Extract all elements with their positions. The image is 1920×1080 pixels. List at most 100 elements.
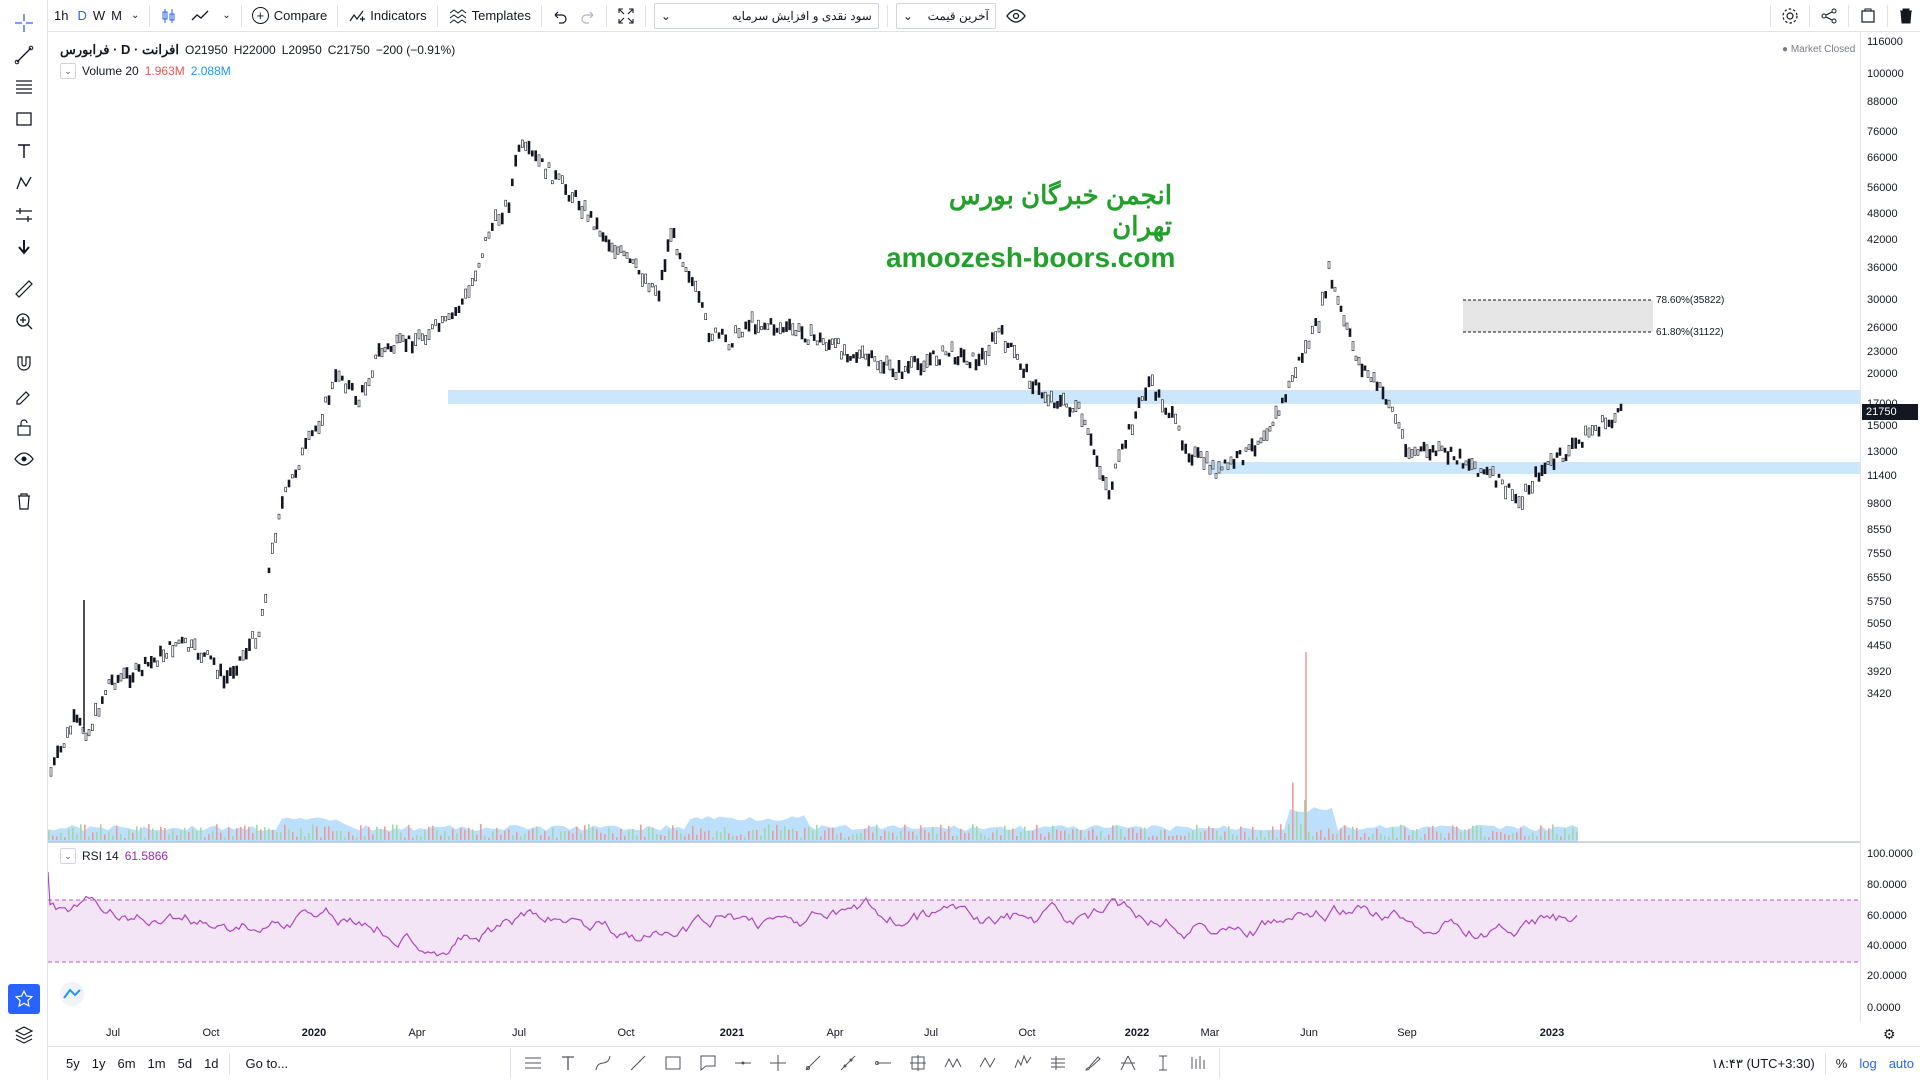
goto-button[interactable]: Go to... bbox=[245, 1056, 289, 1071]
curve-icon[interactable] bbox=[585, 1048, 620, 1078]
candle bbox=[248, 638, 251, 652]
abcd-pattern-icon[interactable] bbox=[970, 1048, 1005, 1078]
elliott-wave-icon[interactable] bbox=[1005, 1048, 1040, 1078]
interval-d[interactable]: D bbox=[77, 8, 87, 23]
pattern-icon[interactable] bbox=[8, 168, 40, 198]
position-icon[interactable] bbox=[1040, 1048, 1075, 1078]
range-5d[interactable]: 5d bbox=[177, 1056, 193, 1071]
crosshair-icon[interactable] bbox=[8, 8, 40, 38]
interval-m[interactable]: M bbox=[111, 8, 122, 23]
collapse-chevron-icon[interactable]: ⌄ bbox=[60, 848, 76, 864]
candle bbox=[190, 639, 193, 649]
interval-chevron-down-icon[interactable]: ⌄ bbox=[130, 10, 140, 21]
volume-bar bbox=[520, 836, 522, 840]
range-5y[interactable]: 5y bbox=[66, 1056, 80, 1071]
line-icon[interactable] bbox=[620, 1048, 655, 1078]
prediction-icon[interactable] bbox=[8, 200, 40, 230]
collapse-chevron-icon[interactable]: ⌄ bbox=[60, 63, 76, 79]
arrow-down-icon[interactable] bbox=[8, 232, 40, 262]
candle bbox=[968, 362, 972, 369]
share-icon[interactable] bbox=[1814, 0, 1844, 32]
volume-bar bbox=[1300, 824, 1302, 840]
ruler-icon[interactable] bbox=[8, 274, 40, 304]
candle bbox=[1253, 445, 1257, 457]
layers-icon[interactable] bbox=[8, 1020, 40, 1050]
interval-w[interactable]: W bbox=[92, 8, 106, 23]
percent-toggle[interactable]: % bbox=[1835, 1056, 1848, 1071]
zoom-in-icon[interactable] bbox=[8, 306, 40, 336]
interval-1h[interactable]: 1h bbox=[54, 8, 69, 23]
dividend-adjust-dropdown[interactable]: سود نقدی و افزایش سرمایه ⌄ bbox=[653, 2, 879, 29]
range-1y[interactable]: 1y bbox=[91, 1056, 106, 1071]
redo-icon[interactable] bbox=[574, 0, 602, 32]
range-1d[interactable]: 1d bbox=[204, 1056, 219, 1071]
horizontal-line-icon[interactable] bbox=[725, 1048, 760, 1078]
extended-line-icon[interactable] bbox=[830, 1048, 865, 1078]
trash-icon[interactable] bbox=[8, 486, 40, 516]
candle bbox=[1121, 443, 1124, 450]
range-1m[interactable]: 1m bbox=[147, 1056, 166, 1071]
delete-trash-icon[interactable] bbox=[1892, 0, 1920, 32]
candle bbox=[849, 355, 852, 361]
log-toggle[interactable]: log bbox=[1859, 1056, 1877, 1071]
rectangle-icon[interactable] bbox=[8, 104, 40, 134]
trend-line-icon[interactable] bbox=[8, 40, 40, 70]
bars-pattern-icon[interactable] bbox=[1180, 1048, 1215, 1078]
candle bbox=[267, 567, 271, 574]
snapshot-icon[interactable] bbox=[1853, 0, 1883, 32]
brush-icon[interactable] bbox=[1075, 1048, 1110, 1078]
volume-bar bbox=[1204, 830, 1206, 840]
fib-lines-icon[interactable] bbox=[515, 1048, 550, 1078]
volume-bar bbox=[1384, 835, 1386, 840]
candle bbox=[1564, 454, 1568, 462]
fib-retracement-icon[interactable] bbox=[8, 72, 40, 102]
text-icon[interactable] bbox=[550, 1048, 585, 1078]
visibility-eye-icon[interactable] bbox=[1000, 0, 1032, 32]
pitchfork-icon[interactable] bbox=[1110, 1048, 1145, 1078]
price-axis[interactable]: 116000 100000 88000 76000 66000 56000 48000 420… bbox=[1860, 32, 1920, 1042]
symbol-name[interactable]: افرانت · D · فرابورس bbox=[60, 42, 179, 57]
price-source-dropdown[interactable]: آخرین قیمت ⌄ bbox=[895, 2, 996, 29]
candle bbox=[1046, 394, 1050, 407]
text-icon[interactable] bbox=[8, 136, 40, 166]
chart-pane[interactable]: 78.60%(35822) 61.80%(31122) bbox=[47, 32, 1860, 1022]
ray-icon[interactable] bbox=[795, 1048, 830, 1078]
compare-button[interactable]: + Compare bbox=[246, 0, 333, 32]
auto-toggle[interactable]: auto bbox=[1888, 1056, 1914, 1071]
indicators-button[interactable]: Indicators bbox=[342, 0, 432, 32]
measure-icon[interactable] bbox=[1145, 1048, 1180, 1078]
axis-settings-gear-icon[interactable]: ⚙ bbox=[1883, 1026, 1896, 1042]
candle bbox=[1555, 452, 1559, 458]
time-axis[interactable]: Jul Oct 2020 Apr Jul Oct 2021 Apr Jul Oct 2022 Mar J… bbox=[48, 1022, 1860, 1046]
xabcd-pattern-icon[interactable] bbox=[935, 1048, 970, 1078]
candles-icon[interactable] bbox=[154, 0, 184, 32]
fullscreen-icon[interactable] bbox=[611, 0, 641, 32]
eye-icon[interactable] bbox=[8, 444, 40, 474]
volume-bar bbox=[1428, 827, 1430, 840]
horizontal-ray-icon[interactable] bbox=[865, 1048, 900, 1078]
volume-bar bbox=[160, 826, 162, 840]
volume-bar bbox=[1260, 831, 1262, 840]
cross-line-icon[interactable] bbox=[760, 1048, 795, 1078]
candle bbox=[1485, 466, 1489, 475]
favorites-star-icon[interactable] bbox=[7, 984, 40, 1014]
volume-bar bbox=[476, 834, 478, 840]
templates-button[interactable]: Templates bbox=[442, 0, 537, 32]
range-6m[interactable]: 6m bbox=[117, 1056, 136, 1071]
lock-drawing-icon[interactable] bbox=[8, 380, 40, 410]
candle bbox=[586, 214, 590, 222]
callout-icon[interactable] bbox=[690, 1048, 725, 1078]
candle bbox=[1111, 481, 1114, 490]
settings-gear-icon[interactable] bbox=[1775, 0, 1805, 32]
magnet-icon[interactable] bbox=[8, 348, 40, 378]
volume-bar bbox=[792, 828, 794, 840]
price-chart-svg[interactable]: 78.60%(35822) 61.80%(31122) bbox=[47, 32, 1860, 1022]
undo-icon[interactable] bbox=[546, 0, 574, 32]
chart-type-chevron-down-icon[interactable]: ⌄ bbox=[222, 10, 231, 21]
unlock-icon[interactable] bbox=[8, 412, 40, 442]
rectangle-icon[interactable] bbox=[655, 1048, 690, 1078]
clock[interactable]: ۱۸:۴۳ (UTC+3:30) bbox=[1711, 1055, 1815, 1071]
candle bbox=[177, 639, 181, 644]
line-style-icon[interactable] bbox=[184, 0, 216, 32]
date-range-icon[interactable] bbox=[900, 1048, 935, 1078]
